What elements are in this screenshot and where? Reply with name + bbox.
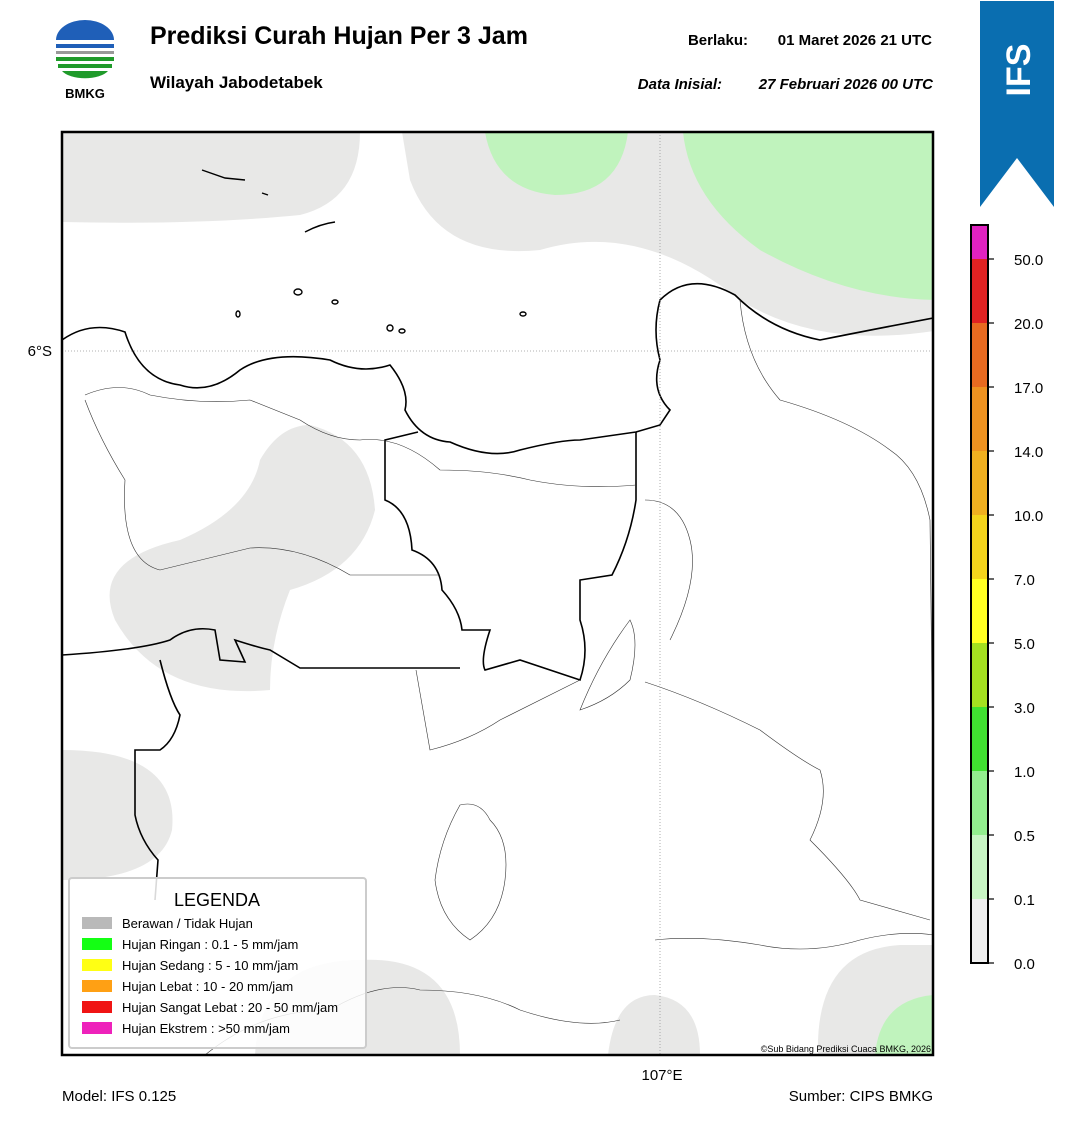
- legend-title: LEGENDA: [174, 890, 260, 910]
- legend-swatch: [82, 959, 112, 971]
- copyright: ©Sub Bidang Prediksi Cuaca BMKG, 2026: [761, 1044, 931, 1054]
- title: Prediksi Curah Hujan Per 3 Jam: [150, 22, 528, 50]
- init-label: Data Inisial:: [638, 76, 722, 93]
- lon-label: 107°E: [641, 1067, 682, 1084]
- colorbar-segment: [971, 579, 988, 643]
- logo-text: BMKG: [65, 86, 105, 101]
- colorbar-segment: [971, 643, 988, 707]
- colorbar-label: 20.0: [1014, 316, 1043, 333]
- legend-label: Berawan / Tidak Hujan: [122, 916, 253, 931]
- legend-swatch: [82, 980, 112, 992]
- legend-swatch: [82, 917, 112, 929]
- subtitle: Wilayah Jabodetabek: [150, 73, 323, 92]
- colorbar-label: 3.0: [1014, 700, 1035, 717]
- valid-label: Berlaku:: [688, 32, 748, 49]
- colorbar-frame: [970, 224, 989, 964]
- colorbar-segment: [971, 387, 988, 451]
- colorbar-label: 17.0: [1014, 380, 1043, 397]
- legend-label: Hujan Ekstrem : >50 mm/jam: [122, 1021, 290, 1036]
- colorbar-label: 0.1: [1014, 892, 1035, 909]
- colorbar-label: 0.5: [1014, 828, 1035, 845]
- legend: LEGENDA Berawan / Tidak Hujan Hujan Ringa…: [68, 877, 367, 1049]
- badge: [980, 1, 1054, 207]
- colorbar-segment: [971, 899, 988, 963]
- colorbar-segment: [971, 451, 988, 515]
- colorbar-segment: [971, 225, 988, 259]
- legend-label: Hujan Lebat : 10 - 20 mm/jam: [122, 979, 293, 994]
- colorbar-segment: [971, 515, 988, 579]
- colorbar-segment: [971, 323, 988, 387]
- colorbar-segment: [971, 835, 988, 899]
- colorbar: 0.0 0.1 0.5 1.0 3.0 5.0 7.0 10.0 14.0 17.0 20.0 50.…: [970, 224, 1043, 973]
- valid-time: 01 Maret 2026 21 UTC: [778, 32, 932, 49]
- badge-text: IFS: [1000, 44, 1038, 97]
- legend-swatch: [82, 1001, 112, 1013]
- colorbar-label: 0.0: [1014, 956, 1035, 973]
- colorbar-segment: [971, 771, 988, 835]
- footer-source: Sumber: CIPS BMKG: [789, 1088, 933, 1105]
- colorbar-label: 10.0: [1014, 508, 1043, 525]
- legend-swatch: [82, 1022, 112, 1034]
- lat-label: 6°S: [28, 343, 52, 360]
- legend-label: Hujan Ringan : 0.1 - 5 mm/jam: [122, 937, 298, 952]
- map-frame: [60, 130, 935, 1057]
- legend-swatch: [82, 938, 112, 950]
- logo: BMKG: [56, 20, 114, 101]
- colorbar-segment: [971, 259, 988, 323]
- footer-model: Model: IFS 0.125: [62, 1088, 176, 1105]
- colorbar-label: 5.0: [1014, 636, 1035, 653]
- legend-label: Hujan Sedang : 5 - 10 mm/jam: [122, 958, 298, 973]
- colorbar-label: 14.0: [1014, 444, 1043, 461]
- init-time: 27 Februari 2026 00 UTC: [758, 76, 934, 93]
- colorbar-label: 1.0: [1014, 764, 1035, 781]
- colorbar-segment: [971, 707, 988, 771]
- colorbar-label: 50.0: [1014, 252, 1043, 269]
- colorbar-label: 7.0: [1014, 572, 1035, 589]
- legend-label: Hujan Sangat Lebat : 20 - 50 mm/jam: [122, 1000, 338, 1015]
